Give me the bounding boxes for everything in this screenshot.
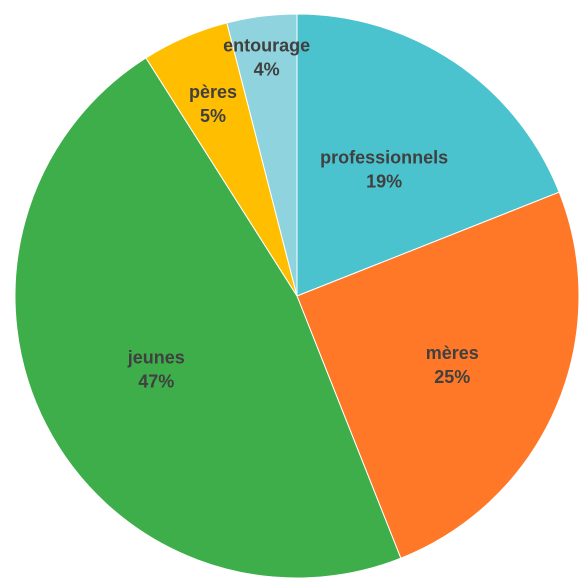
slice-value-label: 25%	[434, 367, 470, 387]
slice-category-label: professionnels	[320, 148, 448, 168]
slice-category-label: mères	[426, 343, 479, 363]
pie-slice-0	[296, 13, 560, 297]
slice-value-label: 47%	[138, 372, 174, 392]
slice-labels: professionnels 19% mères 25% jeunes 47% pères 5…	[127, 35, 479, 391]
slice-category-label: jeunes	[127, 348, 185, 368]
slice-value-label: 5%	[200, 106, 226, 126]
slice-category-label: entourage	[223, 35, 310, 55]
pie-slice-4	[226, 13, 298, 297]
slice-category-label: pères	[189, 82, 237, 102]
slice-value-label: 4%	[254, 59, 280, 79]
pie-slice-2	[14, 57, 402, 579]
slice-value-label: 19%	[366, 172, 402, 192]
pie-slices	[14, 13, 579, 579]
pie-slice-1	[296, 191, 579, 559]
